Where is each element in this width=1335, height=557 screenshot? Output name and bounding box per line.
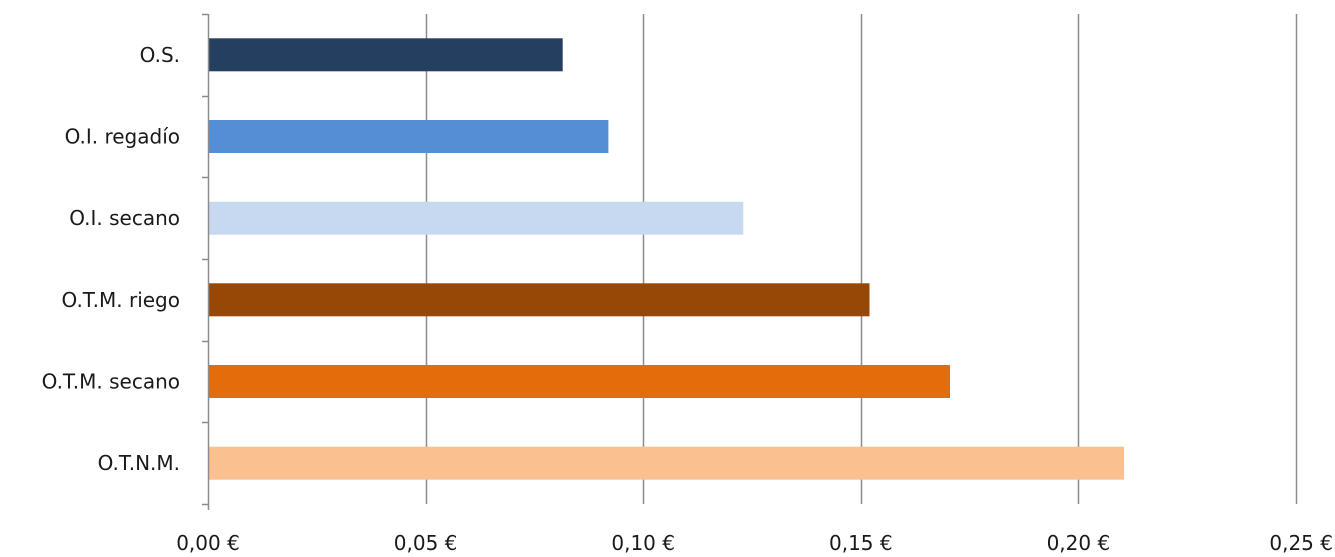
bar [208, 283, 870, 317]
x-tick-label: 0,15 € [829, 531, 893, 555]
x-tick-label: 0,25 € [1269, 531, 1333, 555]
category-label: O.S. [140, 43, 180, 67]
labels: O.S. O.I. regadío O.I. secano O.T.M. riego O… [42, 43, 1333, 555]
bar [208, 120, 609, 153]
category-label: O.T.M. secano [42, 370, 180, 394]
bar [208, 365, 950, 398]
category-label: O.I. secano [69, 206, 180, 230]
bar [208, 38, 563, 72]
bar [208, 446, 1125, 480]
bars [208, 38, 1125, 480]
category-label: O.T.M. riego [62, 288, 180, 312]
x-tick-label: 0,20 € [1047, 531, 1111, 555]
x-tick-label: 0,05 € [394, 531, 458, 555]
x-tick-label: 0,10 € [611, 531, 675, 555]
axes [202, 13, 210, 510]
category-label: O.I. regadío [65, 125, 180, 149]
x-tick-label: 0,00 € [176, 531, 240, 555]
category-label: O.T.N.M. [98, 451, 180, 475]
bar [208, 201, 744, 235]
gridlines [425, 14, 1298, 504]
